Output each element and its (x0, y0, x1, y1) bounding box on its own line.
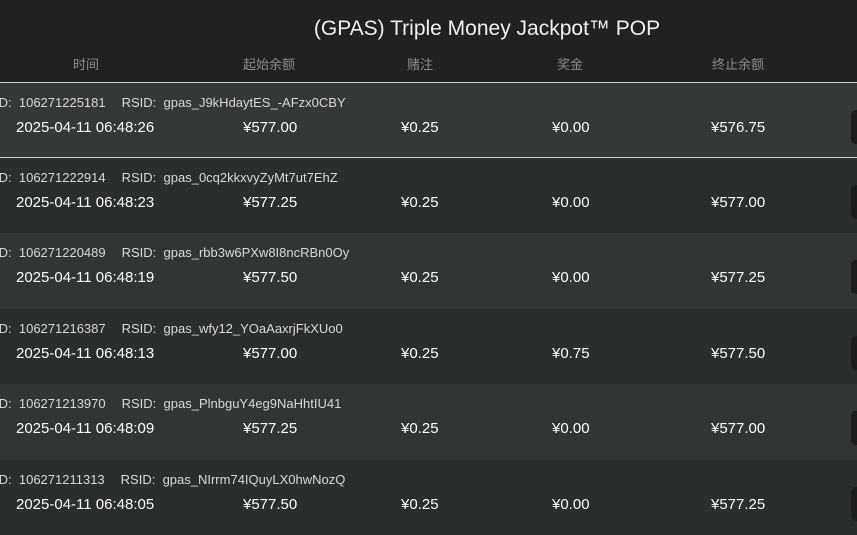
end-balance: ¥577.50 (711, 345, 765, 362)
rsid: gpas_rbb3w6PXw8I8ncRBn0Oy (164, 245, 350, 260)
prize: ¥0.75 (552, 345, 590, 362)
bet: ¥0.25 (401, 496, 439, 513)
prize: ¥0.00 (552, 119, 590, 136)
prize: ¥0.00 (552, 420, 590, 437)
game-title: (GPAS) Triple Money Jackpot™ POP (0, 17, 857, 41)
end-balance: ¥577.25 (711, 496, 765, 513)
round-id: 106271222914 (19, 170, 106, 185)
time: 2025-04-11 06:48:26 (16, 119, 154, 136)
row-detail-button[interactable] (851, 487, 857, 521)
rsid: gpas_wfy12_YOaAaxrjFkXUo0 (164, 321, 343, 336)
end-balance: ¥577.25 (711, 269, 765, 286)
bet: ¥0.25 (401, 269, 439, 286)
time: 2025-04-11 06:48:19 (16, 269, 154, 286)
start-balance: ¥577.25 (243, 194, 297, 211)
prize: ¥0.00 (552, 194, 590, 211)
round-id: 106271211313 (19, 472, 105, 487)
bet: ¥0.25 (401, 345, 439, 362)
end-balance: ¥577.00 (711, 420, 765, 437)
row-detail-button[interactable] (851, 185, 857, 219)
col-end-balance: 终止余额 (712, 54, 764, 73)
start-balance: ¥577.50 (243, 269, 297, 286)
end-balance: ¥577.00 (711, 194, 765, 211)
start-balance: ¥577.50 (243, 496, 297, 513)
round-id: 106271225181 (19, 95, 106, 110)
time: 2025-04-11 06:48:23 (16, 194, 154, 211)
rsid: gpas_0cq2kkxvyZyMt7ut7EhZ (164, 170, 338, 185)
table-header: 时间 起始余额 赌注 奖金 终止余额 (0, 54, 857, 74)
col-start-balance: 起始余额 (243, 54, 295, 73)
bet: ¥0.25 (401, 119, 439, 136)
col-bet: 赌注 (407, 54, 433, 73)
time: 2025-04-11 06:48:05 (16, 496, 154, 513)
row-detail-button[interactable] (851, 336, 857, 370)
row-detail-button[interactable] (851, 110, 857, 144)
round-id: 106271220489 (19, 245, 106, 260)
rsid: gpas_NIrrm74IQuyLX0hwNozQ (163, 472, 346, 487)
round-id: 106271213970 (19, 396, 106, 411)
row-detail-button[interactable] (851, 411, 857, 445)
round-id: 106271216387 (19, 321, 106, 336)
prize: ¥0.00 (552, 496, 590, 513)
col-time: 时间 (73, 54, 99, 73)
time: 2025-04-11 06:48:13 (16, 345, 154, 362)
bet: ¥0.25 (401, 420, 439, 437)
end-balance: ¥576.75 (711, 119, 765, 136)
start-balance: ¥577.00 (243, 345, 297, 362)
rsid: gpas_J9kHdaytES_-AFzx0CBY (164, 95, 346, 110)
row-detail-button[interactable] (851, 260, 857, 294)
bet: ¥0.25 (401, 194, 439, 211)
start-balance: ¥577.25 (243, 420, 297, 437)
col-prize: 奖金 (557, 54, 583, 73)
prize: ¥0.00 (552, 269, 590, 286)
rsid: gpas_PlnbguY4eg9NaHhtIU41 (164, 396, 342, 411)
start-balance: ¥577.00 (243, 119, 297, 136)
time: 2025-04-11 06:48:09 (16, 420, 154, 437)
